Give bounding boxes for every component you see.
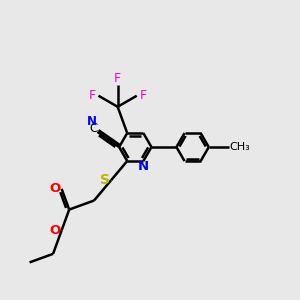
Text: O: O <box>50 224 61 237</box>
Text: C: C <box>89 122 98 135</box>
Text: F: F <box>140 89 147 102</box>
Text: O: O <box>50 182 61 195</box>
Text: N: N <box>138 160 149 173</box>
Text: F: F <box>88 89 96 102</box>
Text: N: N <box>87 115 97 128</box>
Text: F: F <box>114 72 121 85</box>
Text: S: S <box>100 173 110 187</box>
Text: CH₃: CH₃ <box>229 142 250 152</box>
